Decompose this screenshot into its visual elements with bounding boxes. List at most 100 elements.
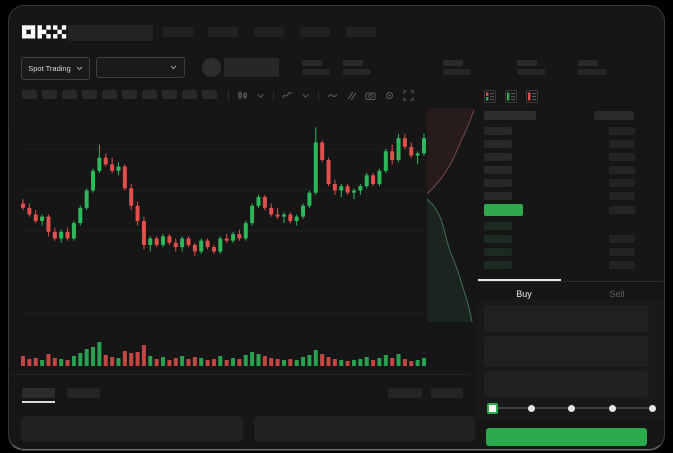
ask-row[interactable] — [484, 166, 648, 174]
amount-slider[interactable] — [487, 403, 657, 415]
book-combined-icon[interactable] — [484, 90, 496, 103]
nav-item-placeholder[interactable] — [346, 27, 376, 37]
nav-item-placeholder[interactable] — [208, 27, 238, 37]
snapshot-icon[interactable] — [365, 90, 376, 101]
buy-submit-button[interactable] — [486, 428, 647, 446]
slider-stop[interactable] — [527, 405, 535, 412]
ask-price-placeholder — [484, 127, 512, 135]
bid-amount-placeholder — [609, 235, 635, 243]
bid-price-placeholder — [484, 248, 512, 256]
stat-value-placeholder — [578, 69, 606, 75]
draw-tools-icon[interactable] — [346, 90, 357, 101]
market-stat — [302, 60, 330, 75]
bid-price-placeholder — [484, 222, 512, 230]
slider-stop[interactable] — [608, 405, 616, 412]
ask-amount-placeholder — [609, 140, 635, 148]
interval-button-placeholder[interactable] — [62, 90, 77, 99]
orderbook-view-switch — [484, 90, 538, 103]
bottom-action-placeholder[interactable] — [388, 388, 422, 398]
ask-row[interactable] — [484, 140, 648, 148]
orderbook-bids — [484, 222, 648, 274]
chevron-down-icon[interactable] — [301, 91, 310, 100]
last-price-bar[interactable] — [484, 203, 523, 216]
price-field[interactable] — [484, 305, 648, 332]
amount-field[interactable] — [484, 336, 648, 367]
bid-row[interactable] — [484, 222, 648, 230]
market-depth-strip[interactable] — [425, 108, 480, 330]
slider-stop[interactable] — [568, 405, 575, 412]
okx-logo[interactable] — [22, 25, 67, 39]
bid-row[interactable] — [484, 261, 648, 269]
nav-item-placeholder[interactable] — [163, 27, 193, 37]
pair-name-placeholder — [224, 58, 279, 77]
market-stat — [443, 60, 471, 75]
stat-label-placeholder — [517, 60, 537, 66]
slider-handle[interactable] — [487, 403, 498, 414]
bid-row[interactable] — [484, 235, 648, 243]
market-stat — [343, 60, 371, 75]
interval-button-placeholder[interactable] — [122, 90, 137, 99]
history-panel-placeholder — [254, 416, 475, 442]
interval-button-placeholder[interactable] — [182, 90, 197, 99]
stat-value-placeholder — [302, 69, 330, 75]
stat-label-placeholder — [302, 60, 322, 66]
active-tab-underline — [478, 279, 561, 281]
pair-selector[interactable] — [96, 57, 185, 78]
interval-button-placeholder[interactable] — [22, 90, 37, 99]
market-type-label: Spot Trading — [28, 64, 71, 73]
toolbar-interval-buttons — [22, 90, 217, 99]
toolbar-icons — [228, 88, 414, 102]
chevron-down-icon — [170, 65, 177, 70]
bottom-tab-underline — [22, 401, 55, 403]
total-field[interactable] — [484, 371, 648, 397]
ask-amount-placeholder — [609, 192, 635, 200]
indicators-icon[interactable] — [282, 90, 293, 101]
divider — [273, 89, 274, 101]
stat-label-placeholder — [443, 60, 463, 66]
ask-row[interactable] — [484, 192, 648, 200]
interval-button-placeholder[interactable] — [102, 90, 117, 99]
bottom-tab-active[interactable] — [22, 388, 55, 398]
coin-avatar[interactable] — [202, 58, 221, 77]
book-bids-only-icon[interactable] — [505, 90, 517, 103]
fullscreen-icon[interactable] — [403, 89, 414, 101]
line-tool-icon[interactable] — [327, 90, 338, 101]
stat-value-placeholder — [343, 69, 371, 75]
slider-stop[interactable] — [649, 405, 656, 412]
chevron-down-icon[interactable] — [256, 91, 265, 100]
book-asks-only-icon[interactable] — [526, 90, 538, 103]
settings-icon[interactable] — [384, 90, 395, 101]
ask-row[interactable] — [484, 127, 648, 135]
nav-item-placeholder[interactable] — [300, 27, 330, 37]
bottom-action-placeholder[interactable] — [431, 388, 463, 398]
ask-amount-placeholder — [609, 179, 635, 187]
interval-button-placeholder[interactable] — [162, 90, 177, 99]
bid-amount-placeholder — [609, 248, 635, 256]
tab-buy[interactable]: Buy — [478, 285, 570, 303]
tab-sell[interactable]: Sell — [571, 285, 663, 303]
interval-button-placeholder[interactable] — [202, 90, 217, 99]
orderbook-price-header — [484, 111, 536, 120]
divider — [318, 89, 319, 101]
ticker-placeholder — [68, 25, 153, 41]
ask-amount-placeholder — [609, 127, 635, 135]
market-type-selector[interactable]: Spot Trading — [21, 57, 90, 80]
chevron-down-icon — [76, 66, 83, 71]
nav-item-placeholder[interactable] — [254, 27, 284, 37]
ask-row[interactable] — [484, 153, 648, 161]
stat-value-placeholder — [517, 69, 545, 75]
tab-sell-label: Sell — [609, 289, 625, 299]
interval-button-placeholder[interactable] — [142, 90, 157, 99]
divider — [228, 89, 229, 101]
ask-row[interactable] — [484, 179, 648, 187]
bid-row[interactable] — [484, 248, 648, 256]
interval-button-placeholder[interactable] — [82, 90, 97, 99]
ask-price-placeholder — [484, 166, 512, 174]
candlestick-chart[interactable] — [20, 108, 426, 370]
bottom-tab-inactive[interactable] — [67, 388, 100, 398]
orderbook-last-price-row[interactable] — [484, 203, 648, 216]
ask-amount-placeholder — [609, 166, 635, 174]
interval-button-placeholder[interactable] — [42, 90, 57, 99]
candlestick-style-icon[interactable] — [237, 90, 248, 101]
